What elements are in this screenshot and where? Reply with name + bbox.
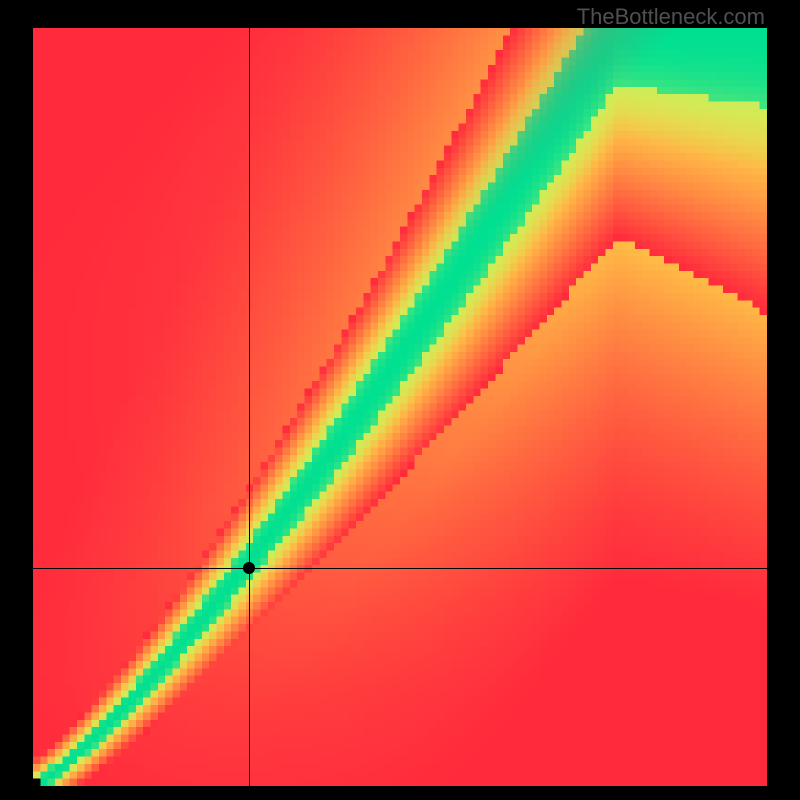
heatmap-canvas [33, 28, 767, 786]
watermark-text: TheBottleneck.com [577, 4, 765, 30]
marker-point [243, 562, 255, 574]
chart-container: TheBottleneck.com [0, 0, 800, 800]
crosshair-vertical [249, 28, 250, 786]
heatmap-plot [33, 28, 767, 786]
crosshair-horizontal [33, 568, 767, 569]
